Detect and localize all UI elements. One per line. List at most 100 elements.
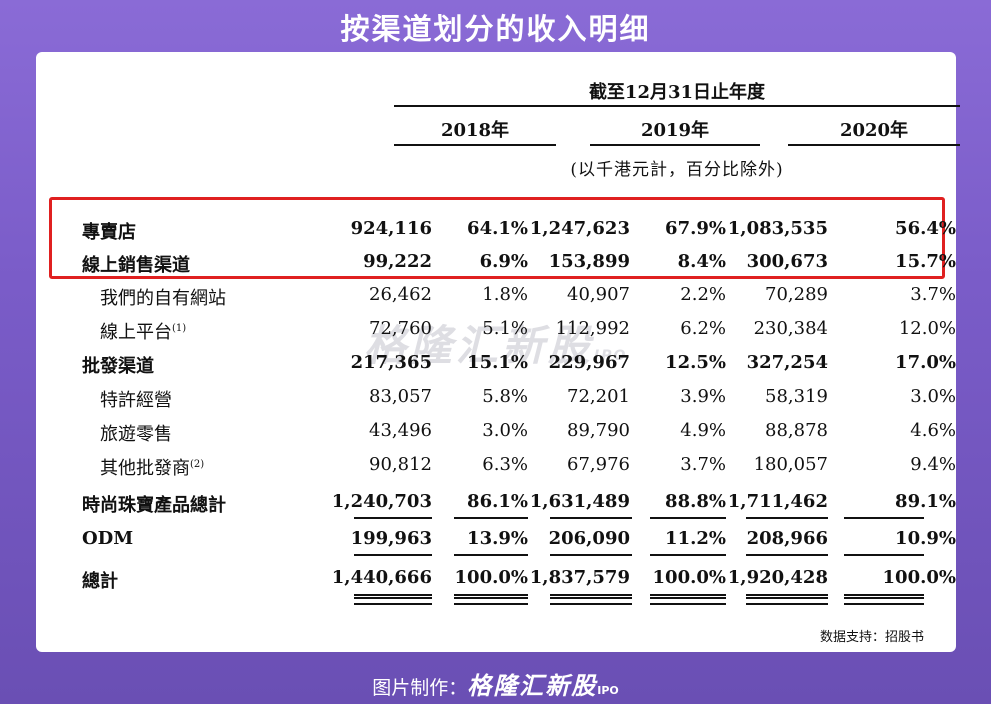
cell-2019-amount: 40,907 — [567, 284, 630, 305]
cell-2020-amount: 300,673 — [746, 251, 828, 272]
cell-2019-percent: 8.4% — [677, 251, 726, 272]
cell-2018-amount: 1,240,703 — [331, 491, 432, 512]
table-row: 時尚珠寶產品總計 1,240,703 86.1% 1,631,489 88.8% 1,71… — [36, 487, 956, 517]
total-underline — [550, 603, 632, 605]
cell-2018-percent: 6.3% — [482, 454, 528, 475]
cell-2019-percent: 3.7% — [680, 454, 726, 475]
total-underline — [550, 517, 632, 519]
total-underline — [746, 594, 828, 596]
cell-2018-amount: 72,760 — [369, 318, 432, 339]
cell-2018-amount: 1,440,666 — [331, 567, 432, 588]
cell-2019-percent: 6.2% — [680, 318, 726, 339]
cell-2018-amount: 924,116 — [350, 218, 432, 239]
cell-2020-percent: 56.4% — [895, 218, 956, 239]
row-label: 我們的自有網站 — [100, 288, 226, 309]
year-2020: 2020年 — [839, 120, 909, 141]
cell-2019-percent: 88.8% — [665, 491, 726, 512]
cell-2018-percent: 5.8% — [482, 386, 528, 407]
total-underline — [844, 517, 924, 519]
total-underline — [844, 554, 924, 556]
cell-2019-amount: 153,899 — [548, 251, 630, 272]
cell-2019-amount: 1,837,579 — [529, 567, 630, 588]
cell-2018-amount: 43,496 — [369, 420, 432, 441]
cell-2019-amount: 1,247,623 — [529, 218, 630, 239]
footer-prefix: 图片制作： — [372, 677, 468, 699]
cell-2020-amount: 327,254 — [746, 352, 828, 373]
table-row: 線上平台(1) 72,760 5.1% 112,992 6.2% 230,384 12.0% — [36, 314, 956, 344]
cell-2018-percent: 13.9% — [467, 528, 528, 549]
year-rule — [590, 144, 760, 146]
cell-2020-percent: 17.0% — [895, 352, 956, 373]
cell-2020-amount: 70,289 — [765, 284, 828, 305]
cell-2020-percent: 3.7% — [910, 284, 956, 305]
total-underline — [354, 594, 432, 596]
table-row: 總計 1,440,666 100.0% 1,837,579 100.0% 1,920,42… — [36, 563, 956, 593]
cell-2018-amount: 90,812 — [369, 454, 432, 475]
watermark: 格隆汇新股IPO — [364, 321, 628, 370]
cell-2018-percent: 5.1% — [482, 318, 528, 339]
year-rule — [394, 144, 556, 146]
cell-2019-percent: 100.0% — [652, 567, 726, 588]
row-label: 批發渠道 — [82, 356, 154, 377]
total-underline — [354, 517, 432, 519]
page-title: 按渠道划分的收入明细 — [340, 12, 651, 46]
total-underline — [454, 554, 528, 556]
cell-2019-percent: 2.2% — [680, 284, 726, 305]
table-row: 批發渠道 217,365 15.1% 229,967 12.5% 327,254 17.0% — [36, 348, 956, 378]
cell-2018-percent: 1.8% — [482, 284, 528, 305]
total-underline — [650, 597, 726, 599]
total-underline — [454, 597, 528, 599]
cell-2018-amount: 199,963 — [350, 528, 432, 549]
table-row: ODM 199,963 13.9% 206,090 11.2% 208,966 10.9% — [36, 524, 956, 554]
cell-2018-percent: 3.0% — [482, 420, 528, 441]
cell-2020-percent: 3.0% — [910, 386, 956, 407]
footer-ipo: IPO — [597, 684, 619, 697]
cell-2019-percent: 4.9% — [680, 420, 726, 441]
table-row: 其他批發商(2) 90,812 6.3% 67,976 3.7% 180,057 9.4% — [36, 450, 956, 480]
row-label: 特許經營 — [100, 390, 172, 411]
cell-2018-amount: 26,462 — [369, 284, 432, 305]
cell-2020-percent: 10.9% — [895, 528, 956, 549]
period-header: 截至12月31日止年度 — [588, 82, 766, 103]
cell-2020-amount: 230,384 — [753, 318, 828, 339]
footnote-marker: (2) — [190, 459, 205, 470]
cell-2020-amount: 1,920,428 — [727, 567, 828, 588]
total-underline — [550, 594, 632, 596]
total-underline — [746, 603, 828, 605]
total-underline — [746, 517, 828, 519]
total-underline — [746, 597, 828, 599]
total-underline — [354, 554, 432, 556]
cell-2019-amount: 89,790 — [567, 420, 630, 441]
cell-2020-amount: 58,319 — [765, 386, 828, 407]
highlight-box — [49, 197, 945, 279]
cell-2019-amount: 67,976 — [567, 454, 630, 475]
table-card: 格隆汇新股IPO 截至12月31日止年度 2018年 2019年 2020年 (… — [36, 52, 960, 652]
cell-2020-percent: 15.7% — [895, 251, 956, 272]
row-label: 專賣店 — [82, 222, 136, 243]
footer: 图片制作：格隆汇新股IPO — [0, 666, 991, 701]
year-2018: 2018年 — [440, 120, 510, 141]
cell-2020-percent: 12.0% — [898, 318, 956, 339]
total-underline — [650, 594, 726, 596]
cell-2018-percent: 6.9% — [479, 251, 528, 272]
total-underline — [454, 517, 528, 519]
total-underline — [454, 603, 528, 605]
cell-2019-amount: 229,967 — [548, 352, 630, 373]
table-row: 專賣店 924,116 64.1% 1,247,623 67.9% 1,083,535 56… — [36, 214, 956, 244]
cell-2020-amount: 208,966 — [746, 528, 828, 549]
cell-2020-percent: 100.0% — [882, 567, 956, 588]
total-underline — [650, 603, 726, 605]
total-underline — [650, 554, 726, 556]
cell-2020-amount: 1,083,535 — [727, 218, 828, 239]
cell-2019-percent: 3.9% — [680, 386, 726, 407]
footer-brand: 格隆汇新股 — [467, 672, 598, 700]
cell-2018-percent: 86.1% — [467, 491, 528, 512]
total-underline — [550, 554, 632, 556]
table-row: 線上銷售渠道 99,222 6.9% 153,899 8.4% 300,673 15.7% — [36, 247, 956, 277]
cell-2018-percent: 100.0% — [454, 567, 528, 588]
total-underline — [650, 517, 726, 519]
cell-2019-amount: 72,201 — [567, 386, 630, 407]
cell-2019-percent: 11.2% — [665, 528, 726, 549]
year-rule — [788, 144, 960, 146]
total-underline — [354, 597, 432, 599]
